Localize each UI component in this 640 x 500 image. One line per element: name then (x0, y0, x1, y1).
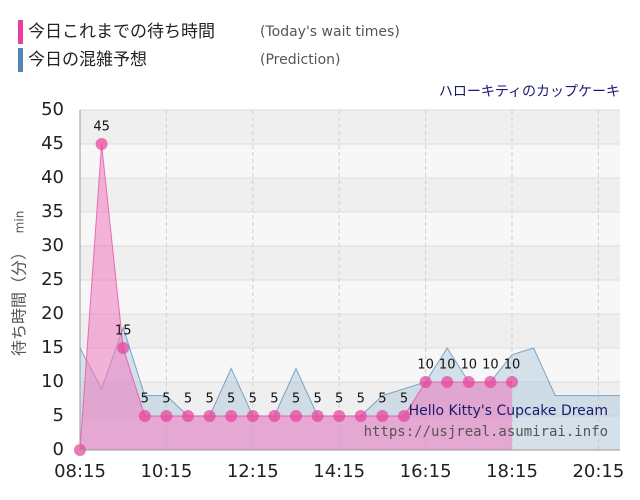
point (246, 410, 259, 422)
point (95, 138, 108, 150)
value-label: 5 (227, 392, 235, 407)
legend-note: (Today's wait times) (260, 24, 400, 40)
value-label: 5 (162, 392, 170, 407)
value-label: 10 (482, 358, 499, 373)
value-label: 5 (313, 392, 321, 407)
x-tick-label: 10:15 (140, 461, 192, 482)
value-label: 5 (270, 392, 278, 407)
band (80, 280, 620, 314)
point (290, 410, 302, 422)
point (160, 410, 173, 422)
y-tick-label: 0 (53, 439, 64, 460)
value-label: 5 (292, 392, 300, 407)
value-label: 45 (93, 120, 110, 135)
chart-title: ハローキティのカップケーキ (439, 84, 620, 100)
band (80, 314, 620, 348)
point (333, 410, 346, 422)
value-label: 5 (141, 392, 149, 407)
point (268, 410, 281, 422)
value-label: 15 (115, 324, 132, 339)
value-label: 5 (357, 392, 365, 407)
x-tick-label: 16:15 (400, 461, 452, 482)
watermark-url: https://usjreal.asumirai.info (364, 424, 608, 440)
x-tick-label: 12:15 (227, 461, 279, 482)
x-tick-label: 08:15 (54, 461, 106, 482)
band (80, 178, 620, 212)
legend-swatch (18, 20, 23, 44)
point (203, 410, 216, 422)
point (506, 376, 518, 388)
x-tick-label: 14:15 (313, 461, 365, 482)
y-tick-label: 10 (41, 371, 64, 392)
y-axis-title: 待ち時間（分） min (10, 211, 29, 356)
band (80, 246, 620, 280)
y-tick-label: 35 (41, 201, 64, 222)
legend-swatch (18, 48, 23, 72)
y-tick-label: 45 (41, 133, 64, 154)
y-tick-label: 25 (41, 269, 64, 290)
point (311, 410, 324, 422)
value-label: 10 (417, 358, 434, 373)
band (80, 144, 620, 178)
y-tick-label: 5 (53, 405, 64, 426)
band (80, 110, 620, 144)
band (80, 348, 620, 382)
y-tick-label: 30 (41, 235, 64, 256)
legend-label: 今日これまでの待ち時間 (28, 22, 215, 42)
value-label: 5 (400, 392, 408, 407)
point (484, 376, 497, 388)
value-label: 5 (335, 392, 343, 407)
legend-note: (Prediction) (260, 52, 340, 68)
point (376, 410, 389, 422)
area (80, 144, 512, 450)
value-label: 10 (461, 358, 478, 373)
point (138, 410, 151, 422)
y-tick-label: 40 (41, 167, 64, 188)
value-label: 5 (205, 392, 213, 407)
point (225, 410, 238, 422)
legend-label: 今日の混雑予想 (28, 50, 147, 70)
point (182, 410, 194, 422)
point (398, 410, 410, 422)
value-label: 10 (504, 358, 521, 373)
value-label: 10 (439, 358, 456, 373)
x-tick-label: 18:15 (486, 461, 538, 482)
watermark: Hello Kitty's Cupcake Dream (409, 403, 608, 419)
y-tick-label: 50 (41, 99, 64, 120)
value-label: 5 (378, 392, 386, 407)
x-tick-label: 20:15 (572, 461, 624, 482)
value-label: 5 (249, 392, 257, 407)
point (117, 342, 130, 354)
point (441, 376, 454, 388)
point (462, 376, 475, 388)
y-label: 待ち時間（分） (10, 244, 29, 356)
y-tick-label: 15 (41, 337, 64, 358)
band (80, 212, 620, 246)
point (419, 376, 432, 388)
y-unit: min (13, 211, 27, 234)
point (354, 410, 367, 422)
y-tick-label: 20 (41, 303, 64, 324)
value-label: 5 (184, 392, 192, 407)
